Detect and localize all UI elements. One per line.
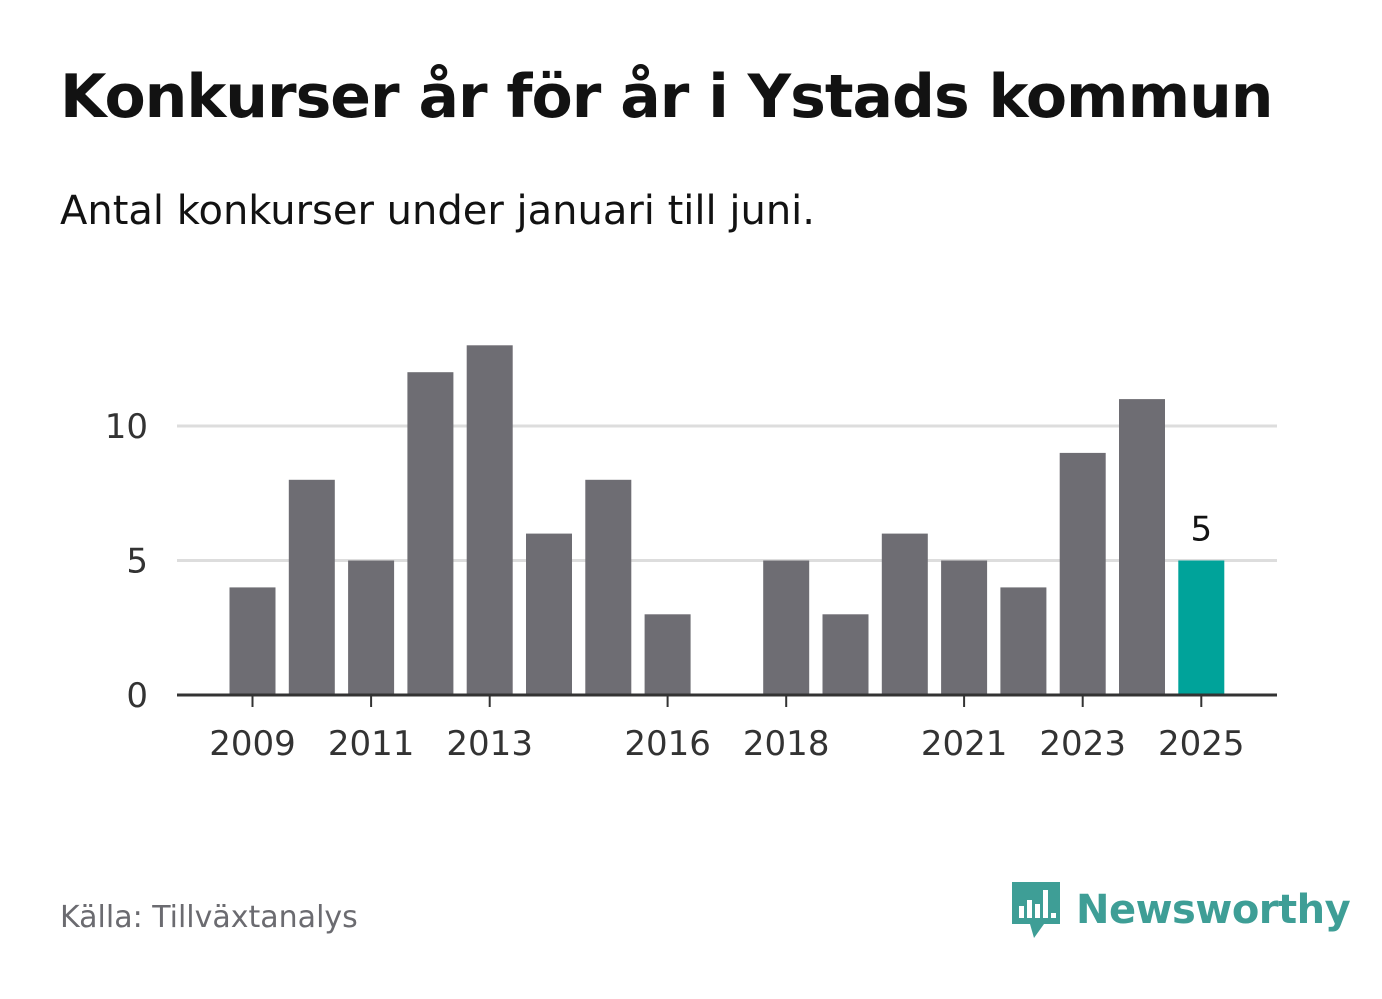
bar-2019 — [822, 614, 869, 695]
x-tick-label: 2018 — [743, 724, 830, 764]
bar-2013 — [466, 345, 513, 695]
bar-2021 — [941, 560, 988, 695]
x-tick-label: 2013 — [446, 724, 533, 764]
grid-lines — [177, 424, 1277, 562]
x-tick-label: 2011 — [328, 724, 415, 764]
bar-2015 — [585, 479, 632, 695]
bars — [229, 345, 1225, 695]
bar-2012 — [407, 372, 454, 695]
chart-subtitle: Antal konkurser under januari till juni. — [60, 188, 815, 234]
y-tick-label: 5 — [126, 542, 148, 582]
brand-logo: Newsworthy — [1010, 880, 1351, 940]
bar-2020 — [881, 533, 928, 695]
bar-2025 — [1178, 560, 1225, 695]
x-tick-label: 2009 — [209, 724, 296, 764]
x-tick-label: 2025 — [1158, 724, 1245, 764]
x-tick-label: 2021 — [921, 724, 1008, 764]
y-tick-label: 10 — [105, 407, 148, 447]
bar-2024 — [1119, 399, 1165, 695]
chart-title: Konkurser år för år i Ystads kommun — [60, 62, 1274, 132]
axis-labels: 0 5 10 2009 2011 2013 2016 2018 2021 2023 2025 5 — [105, 407, 1245, 764]
x-tick-label: 2023 — [1039, 724, 1126, 764]
data-label-2025: 5 — [1190, 510, 1212, 550]
newsworthy-logo-icon — [1012, 882, 1060, 938]
brand-name: Newsworthy — [1076, 887, 1351, 933]
bar-2022 — [1000, 587, 1047, 695]
bar-2009 — [229, 587, 276, 695]
x-axis — [177, 693, 1277, 707]
bar-2011 — [348, 560, 395, 695]
bar-2010 — [288, 479, 335, 695]
bar-2014 — [526, 533, 572, 695]
x-tick-label: 2016 — [624, 724, 711, 764]
source-note: Källa: Tillväxtanalys — [60, 900, 358, 935]
y-tick-label: 0 — [126, 676, 148, 716]
bar-2018 — [763, 560, 810, 695]
bar-2023 — [1059, 452, 1106, 695]
bar-2016 — [644, 614, 691, 695]
